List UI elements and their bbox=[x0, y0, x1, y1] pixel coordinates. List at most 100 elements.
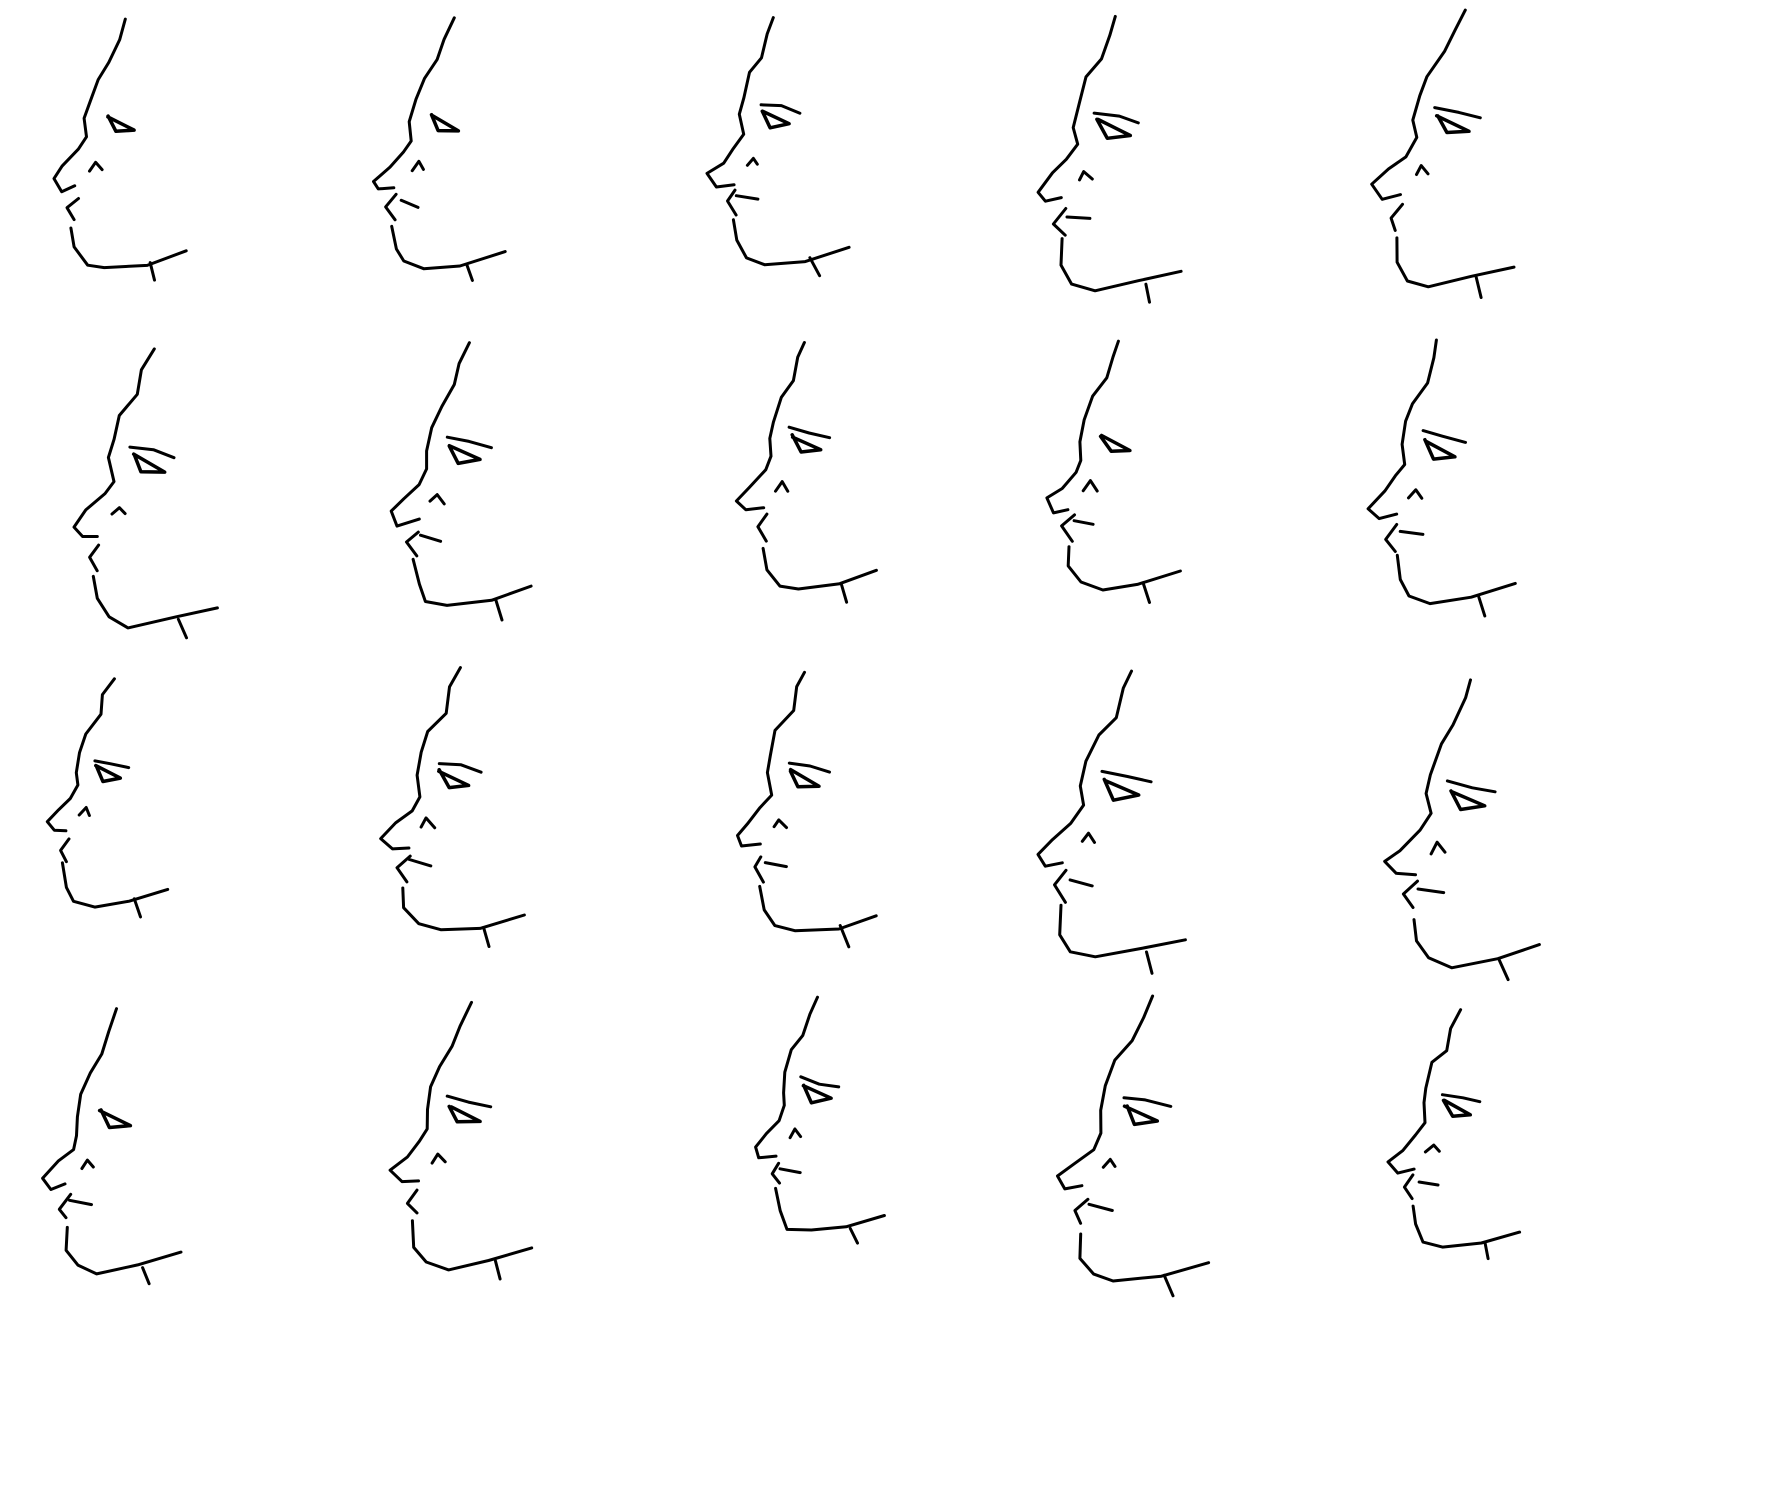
eye-shape bbox=[801, 1083, 833, 1105]
lip-line bbox=[419, 533, 443, 543]
lip-line bbox=[1087, 1202, 1114, 1212]
jaw-line bbox=[401, 886, 526, 932]
eye-shape bbox=[790, 433, 823, 454]
nostril-line bbox=[419, 816, 437, 830]
profile-sketch bbox=[1056, 994, 1211, 1298]
profile-sketch bbox=[72, 347, 219, 640]
brow-line bbox=[93, 759, 131, 770]
profile-outline bbox=[1370, 8, 1467, 201]
profile-outline bbox=[379, 666, 462, 851]
brow-line bbox=[1092, 111, 1140, 125]
brow-line bbox=[1122, 1096, 1173, 1108]
jaw-line bbox=[1058, 903, 1187, 959]
profile-sketch bbox=[1036, 14, 1183, 304]
profile-sketch bbox=[379, 666, 526, 948]
eye-shape bbox=[106, 114, 136, 134]
mouth-line bbox=[59, 837, 71, 864]
neck-line bbox=[808, 256, 822, 278]
jaw-line bbox=[1411, 1204, 1522, 1249]
neck-line bbox=[1497, 958, 1510, 982]
mouth-line bbox=[1389, 202, 1404, 232]
profile-outline bbox=[1045, 339, 1120, 515]
neck-line bbox=[1141, 581, 1151, 604]
neck-line bbox=[176, 617, 188, 640]
mouth-line bbox=[1073, 1197, 1090, 1225]
neck-line bbox=[840, 583, 849, 604]
jaw-line bbox=[731, 218, 851, 267]
profile-outline bbox=[1386, 1008, 1463, 1175]
profile-outline bbox=[388, 1000, 473, 1184]
profile-outline bbox=[45, 677, 116, 833]
neck-line bbox=[132, 897, 142, 919]
jaw-line bbox=[411, 557, 533, 607]
profile-sketch bbox=[1386, 1008, 1522, 1261]
eye-shape bbox=[447, 443, 482, 466]
profile-outline bbox=[754, 995, 819, 1160]
profile-outline bbox=[736, 670, 806, 848]
profile-sketch bbox=[736, 670, 878, 949]
eye-shape bbox=[437, 767, 471, 790]
lip-line bbox=[407, 858, 433, 868]
profile-outline bbox=[1366, 338, 1438, 521]
brow-line bbox=[1445, 779, 1497, 794]
profile-sketch bbox=[1370, 8, 1516, 299]
jaw-line bbox=[1078, 1232, 1211, 1283]
jaw-line bbox=[91, 574, 219, 630]
profile-sketch bbox=[1036, 669, 1187, 975]
eye-shape bbox=[1102, 777, 1141, 802]
neck-line bbox=[1145, 950, 1154, 975]
nostril-line bbox=[772, 818, 788, 830]
jaw-line bbox=[758, 884, 878, 933]
profile-sketch bbox=[52, 17, 188, 282]
mouth-line bbox=[384, 192, 398, 222]
jaw-line bbox=[390, 224, 507, 271]
mouth-line bbox=[88, 543, 101, 573]
mouth-line bbox=[1053, 868, 1068, 904]
neck-line bbox=[482, 926, 491, 948]
neck-line bbox=[1474, 275, 1483, 299]
nostril-line bbox=[1415, 164, 1430, 176]
profile-sketch bbox=[754, 995, 886, 1245]
mouth-line bbox=[753, 855, 765, 884]
lip-line bbox=[763, 861, 788, 869]
jaw-line bbox=[60, 861, 170, 909]
nostril-line bbox=[745, 156, 759, 167]
nostril-line bbox=[80, 1158, 95, 1170]
lip-line bbox=[778, 1167, 802, 1175]
profile-outline bbox=[1036, 14, 1117, 203]
brow-line bbox=[787, 761, 831, 774]
nostril-line bbox=[788, 1127, 803, 1140]
profile-outline bbox=[734, 341, 806, 512]
mouth-line bbox=[1384, 523, 1399, 553]
eye-shape bbox=[1449, 789, 1487, 812]
nostril-line bbox=[1078, 170, 1094, 182]
jaw-line bbox=[69, 226, 188, 270]
brow-line bbox=[445, 1094, 493, 1109]
nostril-line bbox=[428, 493, 446, 506]
neck-line bbox=[1477, 595, 1487, 618]
profile-outline bbox=[1056, 994, 1155, 1191]
mouth-line bbox=[405, 530, 420, 558]
brow-line bbox=[759, 103, 802, 115]
neck-line bbox=[494, 598, 504, 622]
mouth-line bbox=[726, 188, 738, 217]
profile-sketch bbox=[1383, 678, 1541, 982]
brow-line bbox=[1100, 769, 1153, 784]
mouth-line bbox=[770, 1161, 781, 1185]
jaw-line bbox=[1059, 237, 1183, 293]
profile-sketch bbox=[41, 1007, 183, 1286]
brow-line bbox=[128, 445, 176, 460]
neck-line bbox=[848, 1227, 859, 1245]
profile-sketch bbox=[705, 16, 851, 278]
neck-line bbox=[838, 924, 851, 949]
profile-outline bbox=[705, 16, 775, 189]
brow-line bbox=[799, 1075, 841, 1089]
nostril-line bbox=[430, 1152, 447, 1165]
lip-line bbox=[1065, 215, 1092, 220]
jaw-line bbox=[64, 1225, 183, 1276]
neck-line bbox=[465, 263, 474, 282]
nostril-line bbox=[1081, 479, 1099, 493]
eye-shape bbox=[94, 763, 123, 784]
eye-shape bbox=[760, 109, 791, 130]
